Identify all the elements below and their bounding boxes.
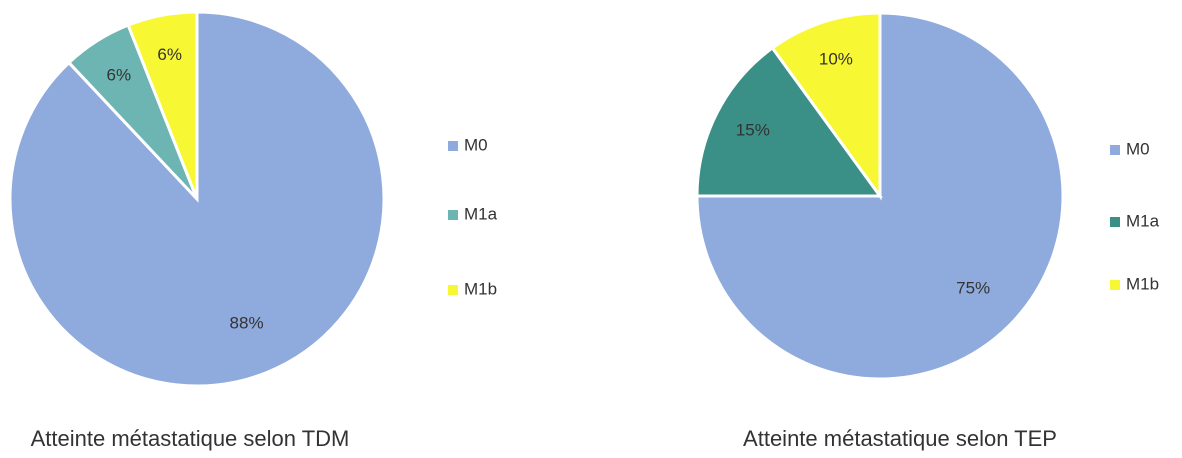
chart-title: Atteinte métastatique selon TEP: [743, 426, 1057, 451]
pie-slice: [770, 11, 882, 201]
legend-label: M1a: [464, 204, 498, 223]
legend-label: M0: [464, 135, 488, 154]
pie-slice: [695, 45, 883, 198]
data-label: 88%: [230, 314, 264, 333]
data-label: 6%: [157, 45, 182, 64]
legend-marker: [1110, 217, 1120, 227]
legend-label: M0: [1126, 139, 1150, 158]
legend-label: M1b: [464, 279, 497, 298]
data-label: 15%: [736, 121, 770, 140]
legend-marker: [1110, 145, 1120, 155]
pie-slice: [695, 11, 1065, 381]
legend-label: M1b: [1126, 274, 1159, 293]
legend-marker: [448, 285, 458, 295]
legend-marker: [448, 141, 458, 151]
legend-label: M1a: [1126, 211, 1160, 230]
legend-marker: [1110, 280, 1120, 290]
legend-marker: [448, 210, 458, 220]
data-label: 10%: [819, 50, 853, 69]
pie-slice: [126, 10, 199, 200]
data-label: 75%: [956, 279, 990, 298]
data-label: 6%: [107, 65, 132, 84]
chart-title: Atteinte métastatique selon TDM: [31, 426, 350, 451]
